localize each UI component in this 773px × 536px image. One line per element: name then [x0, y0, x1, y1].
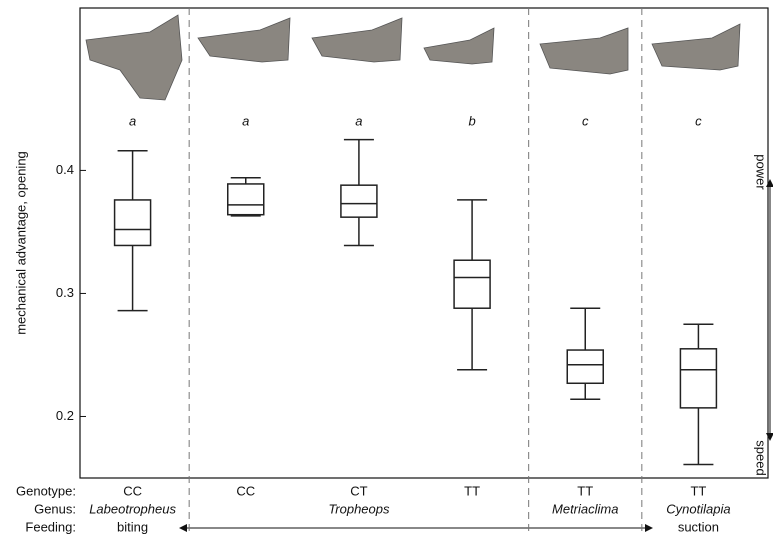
- x-tick-label: TT: [464, 483, 480, 498]
- y-tick-label: 0.2: [56, 408, 74, 423]
- significance-letter: a: [242, 113, 249, 128]
- significance-letter: c: [582, 113, 589, 128]
- significance-letter: a: [129, 113, 136, 128]
- feeding-label: suction: [678, 519, 719, 534]
- y-axis-label: mechanical advantage, opening: [13, 151, 28, 335]
- x-tick-label: CT: [350, 483, 367, 498]
- x-tick-label: TT: [577, 483, 593, 498]
- feeding-label: biting: [117, 519, 148, 534]
- significance-letter: c: [695, 113, 702, 128]
- x-tick-label: TT: [690, 483, 706, 498]
- y-tick-label: 0.4: [56, 162, 74, 177]
- chart: mechanical advantage, opening power spee…: [0, 0, 773, 536]
- genus-label: Cynotilapia: [666, 501, 730, 516]
- significance-letter: b: [468, 113, 475, 128]
- box: [454, 260, 490, 308]
- box: [680, 349, 716, 408]
- y-tick-label: 0.3: [56, 285, 74, 300]
- row-label: Genus:: [34, 501, 76, 516]
- x-tick-label: CC: [236, 483, 255, 498]
- row-label: Feeding:: [25, 519, 76, 534]
- x-tick-label: CC: [123, 483, 142, 498]
- page: {"chart_data": {"type": "box", "ylabel":…: [0, 0, 773, 536]
- genus-label: Tropheops: [328, 501, 390, 516]
- speed-label: speed: [754, 440, 769, 475]
- genus-label: Metriaclima: [552, 501, 618, 516]
- power-label: power: [754, 154, 769, 190]
- box: [115, 200, 151, 246]
- genus-label: Labeotropheus: [89, 501, 176, 516]
- box: [228, 184, 264, 215]
- box: [567, 350, 603, 383]
- row-label: Genotype:: [16, 483, 76, 498]
- plot-frame: [80, 8, 768, 478]
- significance-letter: a: [355, 113, 362, 128]
- box: [341, 185, 377, 217]
